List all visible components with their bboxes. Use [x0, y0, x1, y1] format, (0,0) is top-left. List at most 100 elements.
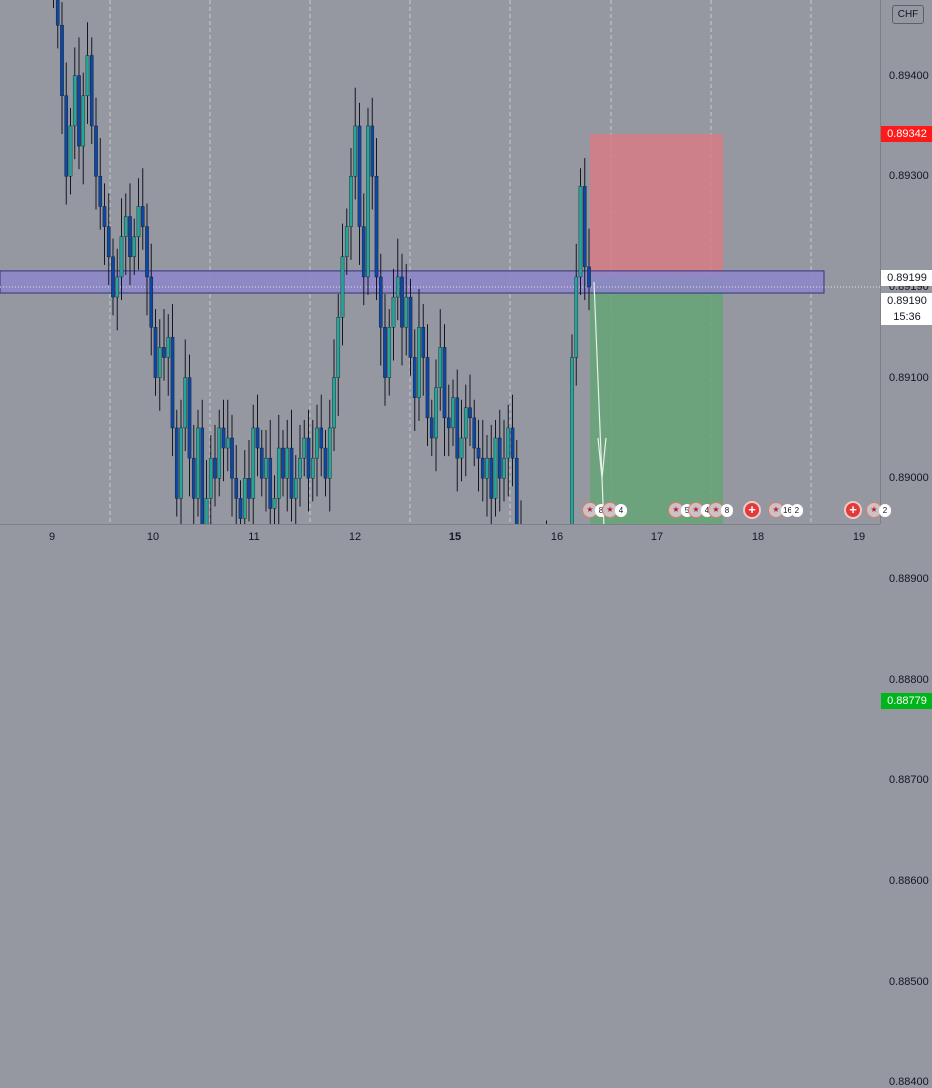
candle-body [336, 317, 341, 378]
time-tick: 17 [650, 531, 664, 543]
candle-body [64, 95, 69, 177]
candle-body [323, 447, 328, 479]
candle-body [425, 357, 430, 419]
candle-body [272, 498, 277, 509]
candle-body [489, 457, 494, 499]
candle-body [128, 216, 132, 258]
candle-body [293, 478, 298, 499]
candle-body [94, 125, 98, 177]
candle-body [102, 206, 107, 227]
candle-body [259, 447, 264, 479]
candle-body [400, 276, 404, 328]
candle-body [119, 236, 124, 278]
price-tick: 0.89100 [889, 371, 929, 384]
candle-body [366, 125, 370, 278]
candle-body [587, 266, 591, 288]
candle-body [476, 447, 481, 459]
candle-body [162, 347, 166, 358]
candle-body [434, 387, 438, 439]
price-chart[interactable] [0, 0, 880, 524]
price-tick: 0.88900 [889, 572, 929, 585]
candle-body [123, 216, 128, 237]
candle-body [480, 457, 485, 479]
candle-body [264, 457, 268, 479]
candle-body [136, 206, 141, 237]
event-marker[interactable]: ★ 2 [866, 502, 891, 518]
price-tick: 0.88500 [889, 975, 929, 988]
candle-body [340, 256, 345, 318]
stop-loss-zone[interactable] [590, 134, 723, 278]
candle-body [510, 427, 515, 459]
candle-body [247, 478, 251, 499]
candle-body [191, 457, 196, 499]
candle-body [463, 407, 468, 439]
candle-body [391, 296, 396, 328]
candle-body [344, 226, 349, 258]
candle-body [170, 337, 175, 429]
candle-body [361, 226, 366, 278]
price-tick: 0.89300 [889, 170, 929, 183]
candle-body [327, 427, 332, 479]
candle-body [395, 276, 400, 298]
event-count-badge: 8 [721, 503, 733, 517]
currency-button[interactable]: CHF [892, 5, 924, 24]
us-flag-icon: ★ [688, 502, 704, 518]
candle-body [332, 377, 336, 429]
candle-body [204, 498, 209, 524]
candle-body [493, 437, 498, 499]
candle-body [408, 296, 413, 358]
event-count-badge: 2 [879, 503, 891, 517]
candle-body [306, 437, 311, 479]
candle-body [140, 206, 145, 227]
event-marker[interactable]: + [844, 501, 862, 519]
candle-body [157, 347, 162, 378]
candle-body [268, 457, 273, 509]
candle-body [251, 427, 256, 499]
candle-body [357, 125, 362, 227]
candle-body [234, 478, 239, 499]
candle-body [281, 447, 285, 479]
resistance-zone[interactable] [0, 270, 825, 294]
event-count-badge: 2 [790, 503, 803, 517]
candle-body [179, 427, 183, 499]
event-count-badge: 4 [615, 503, 627, 517]
swiss-flag-icon: + [743, 501, 761, 519]
candle-body [582, 186, 587, 268]
bar-countdown-label: 15:36 [881, 309, 932, 325]
price-axis[interactable]: 0.896000.895000.894000.893000.891900.891… [880, 0, 932, 1088]
candle-body [485, 457, 489, 479]
time-axis[interactable]: 9 10 11 12 15 16 17 18 19 [0, 524, 880, 550]
last-price-label: 0.89190 [881, 293, 932, 309]
event-count-badge: 16 [781, 503, 794, 517]
event-marker[interactable]: ★ 8 [708, 502, 733, 518]
event-marker[interactable]: + [743, 501, 761, 519]
us-flag-icon: ★ [602, 502, 618, 518]
candle-body [302, 437, 307, 459]
event-marker[interactable]: ★ 16 2 [768, 502, 803, 518]
time-tick: 16 [550, 531, 564, 543]
stop-price-label: 0.89342 [881, 126, 932, 142]
candle-body [451, 397, 455, 429]
candle-body [310, 457, 315, 479]
candle-body [285, 447, 290, 479]
candle-body [60, 25, 64, 96]
take-profit-zone[interactable] [590, 277, 723, 524]
candle-body [455, 397, 460, 459]
event-marker[interactable]: ★ 4 [602, 502, 627, 518]
candle-body [417, 327, 421, 398]
candle-body [298, 457, 302, 479]
candle-body [111, 256, 115, 298]
candle-body [187, 377, 192, 459]
candle-body [404, 296, 409, 328]
candle-body [242, 478, 247, 519]
zone-price-label: 0.89199 [881, 269, 932, 286]
candle-body [68, 125, 73, 177]
time-tick: 10 [146, 531, 160, 543]
candle-body [217, 427, 222, 479]
candle-body [72, 75, 77, 127]
candle-body [514, 457, 519, 524]
candle-body [85, 55, 90, 96]
price-tick: 0.88400 [889, 1076, 929, 1088]
price-tick: 0.88600 [889, 874, 929, 887]
candle-body [446, 417, 451, 429]
